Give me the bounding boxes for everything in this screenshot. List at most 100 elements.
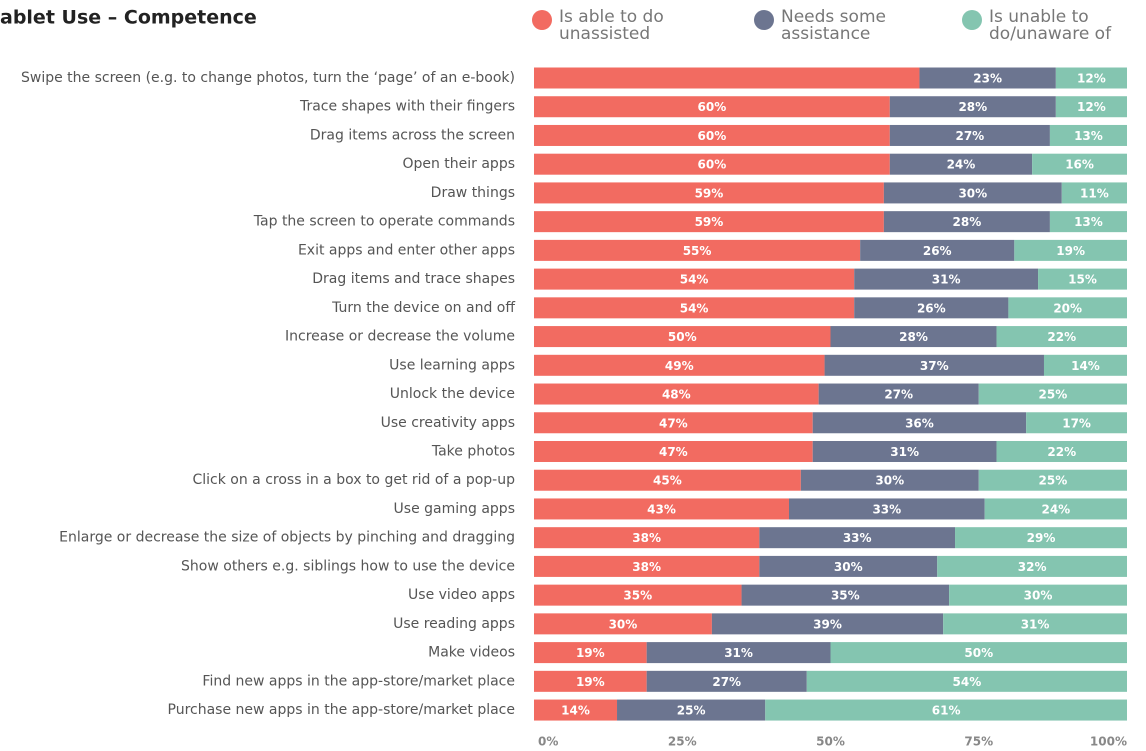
data-label: 38%: [632, 560, 661, 574]
bar-segment: [534, 383, 819, 405]
data-label: 49%: [665, 359, 694, 373]
y-tick-label: Draw things: [431, 185, 515, 201]
data-label: 25%: [1039, 474, 1068, 488]
data-label: 13%: [1074, 215, 1103, 229]
data-label: 19%: [1056, 244, 1085, 258]
y-tick-label: Use reading apps: [393, 616, 515, 632]
data-label: 50%: [964, 646, 993, 660]
y-tick-label: Find new apps in the app-store/market pl…: [202, 673, 515, 689]
y-tick-label: Take photos: [431, 443, 515, 459]
data-label: 30%: [958, 186, 987, 200]
data-label: 24%: [947, 158, 976, 172]
legend-marker: [754, 10, 774, 30]
data-label: 31%: [890, 445, 919, 459]
bar-segment: [534, 527, 760, 549]
bar-segment: [1061, 182, 1127, 204]
bar-segment: [617, 699, 766, 721]
y-tick-label: Drag items across the screen: [310, 127, 515, 143]
bar-segment: [984, 498, 1127, 520]
legend-label: Needs some assistance: [781, 7, 886, 44]
bar-segment: [824, 354, 1044, 376]
data-label: 17%: [1062, 416, 1091, 430]
data-label: 48%: [662, 388, 691, 402]
y-tick-label: Exit apps and enter other apps: [298, 242, 515, 258]
bar-segment: [1055, 96, 1127, 118]
data-label: 13%: [1074, 129, 1103, 143]
x-tick-label: 50%: [816, 735, 845, 749]
bar-segment: [1032, 153, 1127, 175]
data-label: 39%: [813, 617, 842, 631]
bar-segment: [800, 469, 979, 491]
y-tick-label: Use gaming apps: [394, 501, 515, 517]
y-tick-label: Unlock the device: [390, 386, 515, 402]
y-tick-label: Open their apps: [402, 156, 515, 172]
bar-segment: [534, 412, 813, 434]
bar-segment: [534, 498, 789, 520]
data-label: 35%: [831, 589, 860, 603]
bar-segment: [759, 527, 956, 549]
y-tick-label: Turn the device on and off: [331, 300, 515, 316]
data-label: 55%: [683, 244, 712, 258]
y-tick-label: Swipe the screen (e.g. to change photos,…: [21, 70, 515, 86]
data-label: 22%: [1047, 445, 1076, 459]
data-label: 36%: [905, 416, 934, 430]
x-tick-label: 0%: [538, 735, 558, 749]
data-label: 30%: [834, 560, 863, 574]
data-label: 59%: [695, 215, 724, 229]
y-tick-label: Use creativity apps: [381, 415, 515, 431]
legend-marker: [532, 10, 552, 30]
y-tick-label: Trace shapes with their fingers: [299, 99, 515, 115]
y-tick-label: Show others e.g. siblings how to use the…: [181, 558, 515, 574]
y-tick-label: Click on a cross in a box to get rid of …: [192, 472, 515, 488]
bar-segment: [854, 297, 1009, 319]
data-label: 25%: [677, 704, 706, 718]
bar-segment: [996, 440, 1127, 462]
data-label: 33%: [843, 531, 872, 545]
bar-segment: [646, 670, 807, 692]
bar-segment: [534, 642, 647, 664]
data-label: 59%: [695, 186, 724, 200]
chart-title: ablet Use – Competence: [0, 7, 257, 29]
data-label: 19%: [576, 675, 605, 689]
data-label: 28%: [899, 330, 928, 344]
data-label: 29%: [1027, 531, 1056, 545]
data-label: 12%: [1077, 72, 1106, 86]
bar-segment: [534, 124, 890, 146]
bar-segment: [889, 153, 1033, 175]
bar-segment: [534, 211, 884, 233]
bar-segment: [534, 182, 884, 204]
bar-segment: [955, 527, 1127, 549]
bar-segment: [860, 239, 1015, 261]
data-label: 23%: [973, 72, 1002, 86]
data-label: 20%: [1053, 301, 1082, 315]
bar-segment: [741, 584, 950, 606]
bar-segment: [806, 670, 1127, 692]
y-tick-label: Purchase new apps in the app-store/marke…: [168, 702, 515, 718]
data-label: 27%: [884, 388, 913, 402]
bar-segment: [996, 326, 1127, 348]
data-label: 14%: [561, 704, 590, 718]
bar-segment: [534, 699, 618, 721]
data-label: 14%: [1071, 359, 1100, 373]
x-tick-label: 75%: [964, 735, 993, 749]
data-label: 61%: [932, 704, 961, 718]
data-label: 25%: [1039, 388, 1068, 402]
bar-segment: [1014, 239, 1127, 261]
data-label: 31%: [932, 273, 961, 287]
bar-segment: [812, 412, 1027, 434]
bar-segment: [949, 584, 1127, 606]
data-label: 28%: [958, 100, 987, 114]
data-label: 16%: [1065, 158, 1094, 172]
bar-segment: [883, 182, 1062, 204]
bar-segment: [919, 67, 1056, 89]
data-label: 50%: [668, 330, 697, 344]
data-label: 30%: [875, 474, 904, 488]
data-label: 54%: [680, 301, 709, 315]
data-label: 33%: [872, 502, 901, 516]
data-label: 26%: [923, 244, 952, 258]
bar-segment: [534, 326, 831, 348]
data-label: 60%: [698, 100, 727, 114]
data-label: 11%: [1080, 186, 1109, 200]
bar-segment: [1026, 412, 1127, 434]
